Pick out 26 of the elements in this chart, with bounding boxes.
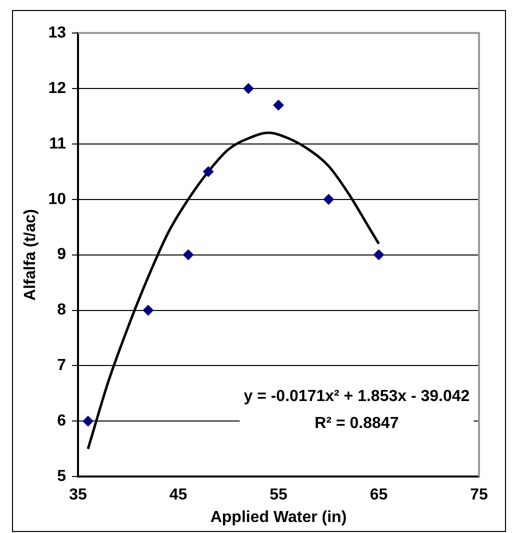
y-tick-label: 5 [57, 468, 66, 486]
x-axis-title: Applied Water (in) [210, 508, 347, 526]
y-tick-label: 8 [57, 302, 66, 319]
y-tick-label: 12 [48, 80, 66, 97]
y-tick-label: 11 [49, 135, 66, 152]
point [142, 304, 154, 316]
x-tick-label: 65 [370, 486, 388, 504]
point [373, 249, 384, 260]
annotation: R² = 0.8847 [314, 415, 399, 432]
y-tick-label: 6 [57, 412, 66, 430]
x-tick-label: 45 [169, 486, 188, 504]
y-axis-title: Alfalfa (t/ac) [22, 209, 40, 301]
y-tick-label: 10 [48, 190, 66, 208]
x-tick-label: 75 [470, 486, 488, 504]
x-tick-label: 55 [270, 486, 288, 504]
x-tick-label: 35 [69, 486, 87, 504]
y-tick-label: 13 [48, 24, 66, 42]
point [323, 194, 334, 205]
point [242, 82, 254, 94]
y-tick-label: 7 [57, 357, 66, 374]
point [273, 100, 284, 111]
point [82, 416, 94, 427]
point [182, 249, 194, 260]
point [202, 166, 214, 178]
annotation: y = -0.0171x² + 1.853x - 39.042 [244, 388, 470, 406]
y-tick-label: 9 [57, 246, 66, 264]
